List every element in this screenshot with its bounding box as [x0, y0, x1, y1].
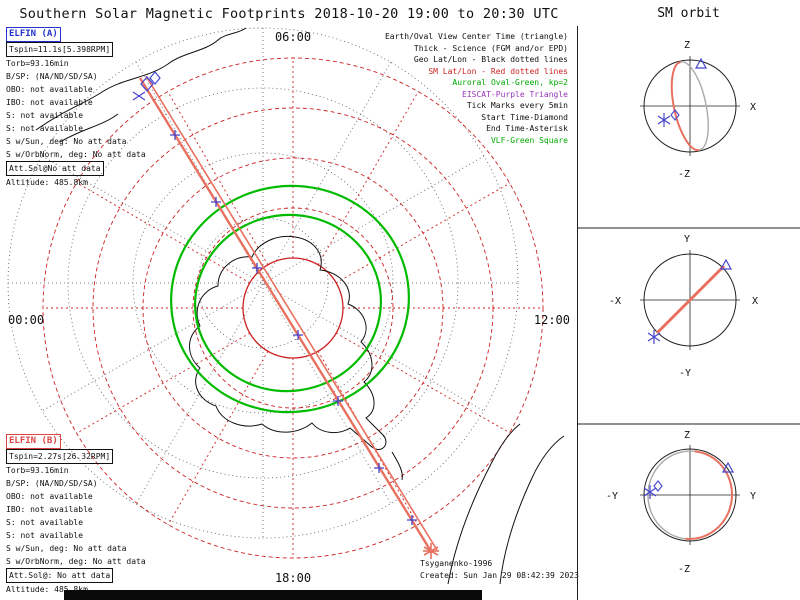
- elfin-a-panel: ELFIN (A) Tspin=11.1s[5.398RPM] Torb=93.…: [6, 27, 146, 189]
- axis-label: -X: [609, 296, 621, 307]
- elfin-a-line: Torb=93.16min: [6, 59, 69, 68]
- orbit-edge-on: [655, 264, 726, 335]
- clock-label-left: 00:00: [8, 313, 44, 327]
- elfin-b-line: IBO: not available: [6, 505, 93, 514]
- antarctica-outline: [189, 235, 387, 450]
- elfin-b-line: S: not available: [6, 531, 84, 540]
- coastline-top-left-2: [59, 113, 119, 143]
- orbit-near-side: [670, 61, 700, 152]
- legend-item: SM Lat/Lon - Red dotted lines: [428, 66, 568, 76]
- page-title: Southern Solar Magnetic Footprints 2018-…: [19, 6, 559, 22]
- elfin-b-line: S: not available: [6, 518, 84, 527]
- elfin-b-tspin: Tspin=2.27s[26.32RPM]: [6, 449, 114, 464]
- polar-map: 06:00 00:00 12:00 18:00: [7, 27, 570, 585]
- created-timestamp: Created: Sun Jan 29 08:42:39 2023: [420, 571, 579, 580]
- elfin-b-line: S w/Sun, deg: No att data: [6, 544, 127, 553]
- elfin-a-line: S w/Sun, deg: No att data: [6, 137, 127, 146]
- elfin-b-line: B/SP: (NA/ND/SD/SA): [6, 479, 98, 488]
- panel-dividers: [577, 26, 800, 600]
- elfin-b-line: Torb=93.16min: [6, 466, 69, 475]
- orbit-plot-xz: Z X -Z: [640, 40, 756, 180]
- legend-item: EISCAT-Purple Triangle: [462, 89, 568, 99]
- sm-orbit-panel: Z X -Z Y X -X -Y Z Y: [577, 26, 800, 600]
- center-time-triangle-icon: [719, 258, 733, 270]
- axis-label: Y: [684, 234, 690, 245]
- axis-label: Z: [684, 430, 690, 441]
- elfin-b-altitude: Altitude: 485.8km: [6, 585, 88, 594]
- start-diamond-icon: [670, 109, 680, 121]
- elfin-a-line: OBO: not available: [6, 85, 93, 94]
- axis-label: -Z: [678, 169, 690, 180]
- axis-label: Y: [750, 491, 756, 502]
- elfin-b-panel: ELFIN (B) Tspin=2.27s[26.32RPM] Torb=93.…: [6, 434, 146, 596]
- sm-orbit-title: SM orbit: [657, 6, 720, 21]
- footer-credits: Tsyganenko-1996 Created: Sun Jan 29 08:4…: [420, 558, 579, 582]
- coastlines: [35, 27, 565, 585]
- end-asterisk-icon: [657, 113, 671, 127]
- legend-item: Tick Marks every 5min: [466, 101, 568, 110]
- clock-label-bottom: 18:00: [275, 571, 311, 585]
- clock-label-top: 06:00: [275, 30, 311, 44]
- legend-item: Earth/Oval View Center Time (triangle): [384, 32, 568, 41]
- axis-label: -Y: [606, 491, 618, 502]
- start-diamond-markers: [132, 71, 161, 101]
- end-asterisk-icon: [647, 330, 661, 344]
- legend-item: Start Time-Diamond: [481, 112, 568, 122]
- coastline-south-america-2: [499, 435, 565, 585]
- axis-label: Z: [684, 40, 690, 51]
- elfin-a-line: B/SP: (NA/ND/SD/SA): [6, 72, 98, 81]
- geo-grid: [7, 27, 519, 539]
- clock-label-right: 12:00: [534, 313, 570, 327]
- peninsula-line: [391, 451, 403, 481]
- elfin-b-line: OBO: not available: [6, 492, 93, 501]
- track-tick-marks: [170, 130, 417, 525]
- elfin-a-altitude: Altitude: 485.8km: [6, 178, 88, 187]
- elfin-a-title: ELFIN (A): [6, 27, 61, 42]
- axis-label: X: [752, 296, 758, 307]
- orbit-near-side: [685, 450, 734, 540]
- orbit-plot-xy: Y X -X -Y: [609, 234, 758, 379]
- axis-label: X: [750, 102, 756, 113]
- center-time-triangle-icon: [721, 461, 735, 473]
- axis-label: -Z: [678, 564, 690, 575]
- start-diamond-icon: [653, 480, 663, 492]
- legend-item: End Time-Asterisk: [486, 124, 568, 133]
- legend-item: Geo Lat/Lon - Black dotted lines: [413, 55, 568, 64]
- bottom-black-bar: [64, 590, 482, 600]
- elfin-a-att: Att.Sol@No att data: [6, 161, 104, 176]
- map-legend: Earth/Oval View Center Time (triangle) T…: [385, 31, 568, 146]
- end-asterisk-marker: [423, 543, 439, 559]
- auroral-oval: [170, 184, 410, 414]
- elfin-a-line: S: not available: [6, 111, 84, 120]
- coastline-top-left-1: [35, 27, 247, 131]
- start-cross: [132, 91, 146, 101]
- field-model-label: Tsyganenko-1996: [420, 559, 493, 568]
- legend-item: VLF-Green Square: [490, 135, 568, 145]
- elfin-a-line: S w/OrbNorm, deg: No att data: [6, 150, 146, 159]
- elfin-b-line: S w/OrbNorm, deg: No att data: [6, 557, 146, 566]
- coastline-south-america-1: [447, 423, 521, 585]
- elfin-a-line: S: not available: [6, 124, 84, 133]
- elfin-b-title: ELFIN (B): [6, 434, 61, 449]
- elfin-b-att: Att.Sol@: No att data: [6, 568, 114, 583]
- legend-item: Auroral Oval-Green, kp=2: [452, 78, 568, 87]
- axis-label: -Y: [679, 368, 691, 379]
- footprint-track: [138, 75, 438, 554]
- elfin-a-tspin: Tspin=11.1s[5.398RPM]: [6, 42, 114, 57]
- legend-item: Thick - Science (FGM and/or EPD): [413, 43, 568, 53]
- elfin-a-line: IBO: not available: [6, 98, 93, 107]
- orbit-plot-yz: Z Y -Y -Z: [606, 430, 756, 575]
- center-time-triangle-icon: [694, 57, 708, 69]
- end-asterisk-icon: [643, 485, 657, 499]
